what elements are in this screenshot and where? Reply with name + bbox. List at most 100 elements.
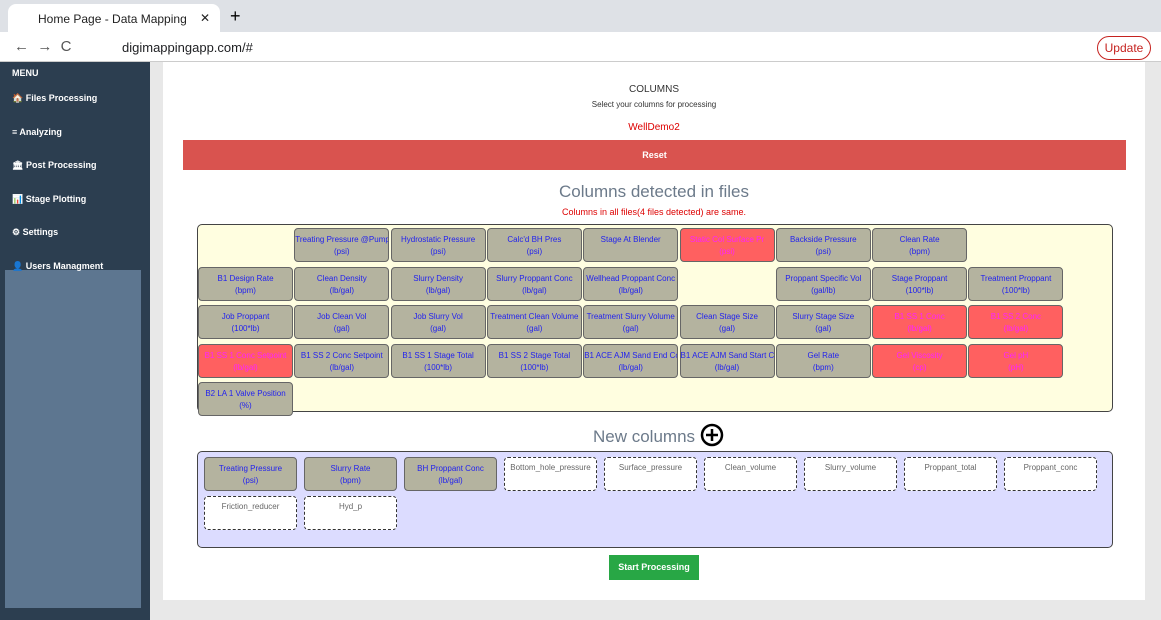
column-unit: (psi) [719, 247, 735, 256]
column-tile[interactable]: Treatment Clean Volume (gal) [486, 305, 582, 339]
column-tile[interactable]: B1 ACE AJM Sand Start C (lb/gal) [679, 343, 775, 378]
mapped-column[interactable]: Treating Pressure (psi) [204, 457, 297, 491]
menu-text: Post Processing [25, 160, 97, 170]
tab-close[interactable]: ✕ [199, 11, 210, 25]
column-tile[interactable]: B1 SS 2 Conc Setpoint (lb/gal) [294, 343, 390, 378]
menu-item[interactable]: 🏠 Files Processing [12, 93, 97, 104]
column-unit: (100*lb) [905, 285, 934, 295]
column-name: Treatment Slurry Volume [586, 312, 675, 321]
target-column[interactable]: Bottom_hole_pressure [504, 457, 597, 491]
menu-item[interactable]: 🏛 Post Processing [12, 160, 96, 171]
column-unit: (lb/gal) [425, 285, 451, 295]
target-column[interactable]: Proppant_conc [1004, 457, 1097, 491]
mapped-column[interactable]: BH Proppant Conc (lb/gal) [404, 457, 497, 491]
new-columns: Treating Pressure (psi) Slurry Rate (bpm) BH… [197, 451, 1113, 548]
column-tile[interactable]: Treating Pressure @Pump (psi) [294, 228, 390, 262]
column-unit: (psi) [242, 476, 259, 485]
nav-buttons[interactable]: ← → C [14, 38, 72, 55]
column-name: B1 ACE AJM Sand Start C [680, 350, 775, 360]
column-unit: (gal) [333, 324, 350, 333]
column-tile[interactable]: Gel Viscosity (cp) [872, 343, 968, 378]
column-tile[interactable]: B1 SS 2 Conc (lb/gal) [968, 305, 1064, 339]
column-tile[interactable]: Slurry Proppant Conc (lb/gal) [486, 266, 582, 301]
url-field[interactable]: digimappingapp.com/# [94, 37, 854, 59]
column-tile[interactable]: B1 ACE AJM Sand End Co (lb/gal) [583, 343, 679, 378]
column-tile[interactable]: Clean Density (lb/gal) [294, 266, 390, 301]
column-tile[interactable]: B1 SS 2 Stage Total (100*lb) [486, 343, 582, 378]
start-button[interactable]: Start Processing [609, 555, 699, 580]
mapped-column[interactable]: Slurry Rate (bpm) [304, 457, 397, 491]
column-tile[interactable]: Job Proppant (100*lb) [198, 305, 293, 339]
column-tile[interactable]: Static Col Surface Pr (psi) [679, 228, 775, 262]
target-column[interactable]: Surface_pressure [604, 457, 697, 491]
column-name: Treating Pressure [218, 464, 283, 473]
column-name: Stage At Blender [600, 235, 661, 244]
menu-text: Analyzing [19, 126, 62, 137]
detected-status: Columns in all files(4 files detected) a… [561, 207, 747, 217]
column-unit: (bpm) [909, 247, 931, 256]
column-name: Treatment Clean Volume [490, 312, 579, 321]
update-button[interactable]: Update [1097, 36, 1151, 60]
column-tile[interactable]: Hydrostatic Pressure (psi) [390, 228, 486, 262]
column-tile[interactable]: Stage Proppant (100*lb) [872, 266, 968, 301]
column-unit: (lb/gal) [438, 476, 463, 485]
column-unit: (gal) [430, 324, 447, 333]
target-column[interactable]: Slurry_volume [804, 457, 897, 491]
column-name: Stage Proppant [891, 273, 948, 283]
menu-item[interactable]: 📊 Stage Plotting [12, 194, 86, 205]
new-tab[interactable]: + [230, 6, 241, 26]
target-column[interactable]: Friction_reducer [204, 496, 297, 530]
column-name: B1 SS 2 Conc [990, 312, 1042, 321]
column-tile[interactable]: Gel pH (pH) [968, 343, 1064, 378]
column-tile[interactable]: Wellhead Proppant Conc (lb/gal) [583, 266, 679, 301]
column-unit: (cp) [912, 362, 927, 372]
column-tile[interactable]: B1 SS 1 Conc (lb/gal) [872, 305, 968, 339]
menu-item[interactable]: 👤 Users Managment [12, 261, 103, 272]
url-text: digimappingapp.com/# [122, 40, 253, 55]
column-unit: (gal) [526, 324, 543, 333]
column-name: Clean Rate [899, 235, 940, 244]
target-column[interactable]: Proppant_total [904, 457, 997, 491]
add-icon[interactable] [700, 423, 724, 447]
column-tile[interactable]: Job Slurry Vol (gal) [390, 305, 486, 339]
column-unit: (gal) [622, 324, 639, 333]
column-tile[interactable]: Proppant Specific Vol (gal/lb) [775, 266, 871, 301]
columns-title: COLUMNS [628, 84, 679, 95]
column-unit: (gal/lb) [811, 285, 836, 295]
target-column[interactable]: Hyd_p [304, 496, 397, 530]
column-tile[interactable]: Gel Rate (bpm) [775, 343, 871, 378]
column-tile[interactable]: Job Clean Vol (gal) [294, 305, 390, 339]
column-tile[interactable]: B1 SS 1 Conc Setpoint (lb/gal) [198, 343, 293, 378]
column-name: Treatment Proppant [980, 273, 1052, 283]
menu-icon: ≡ [12, 126, 20, 137]
subtitle: Select your columns for processing [591, 100, 717, 109]
column-tile[interactable]: B1 SS 1 Stage Total (100*lb) [390, 343, 486, 378]
browser-tab[interactable]: Home Page - Data Mapping ✕ [8, 4, 220, 32]
column-tile[interactable]: Clean Stage Size (gal) [679, 305, 775, 339]
column-tile[interactable]: Backside Pressure (psi) [775, 228, 871, 262]
reset-button[interactable]: Reset [183, 140, 1126, 170]
column-name: Proppant Specific Vol [785, 273, 862, 283]
column-tile[interactable]: Calc'd BH Pres (psi) [486, 228, 582, 262]
target-column[interactable]: Clean_volume [704, 457, 797, 491]
column-unit: (lb/gal) [1003, 324, 1029, 333]
new-columns-heading: New columns [593, 423, 724, 447]
menu-item[interactable]: ≡ Analyzing [12, 127, 62, 137]
column-tile[interactable]: Treatment Proppant (100*lb) [968, 266, 1064, 301]
column-tile[interactable]: Slurry Stage Size (gal) [775, 305, 871, 339]
column-unit: (lb/gal) [329, 362, 355, 372]
column-tile[interactable]: B1 Design Rate (bpm) [198, 266, 293, 301]
column-tile[interactable]: Clean Rate (bpm) [872, 228, 968, 262]
column-name: B1 Design Rate [217, 273, 274, 283]
column-name: Slurry Density [413, 273, 463, 283]
column-unit: (lb/gal) [714, 362, 740, 372]
menu-text: Files Processing [25, 93, 98, 103]
menu-item[interactable]: ⚙ Settings [12, 227, 58, 238]
column-name: Slurry Rate [330, 464, 371, 473]
column-tile[interactable]: Treatment Slurry Volume (gal) [583, 305, 679, 339]
column-tile[interactable]: Slurry Density (lb/gal) [390, 266, 486, 301]
column-name: Clean Density [316, 273, 367, 283]
column-unit: (gal) [815, 324, 832, 333]
column-tile[interactable]: Stage At Blender [583, 228, 679, 262]
column-tile[interactable]: B2 LA 1 Valve Position (%) [198, 382, 293, 416]
